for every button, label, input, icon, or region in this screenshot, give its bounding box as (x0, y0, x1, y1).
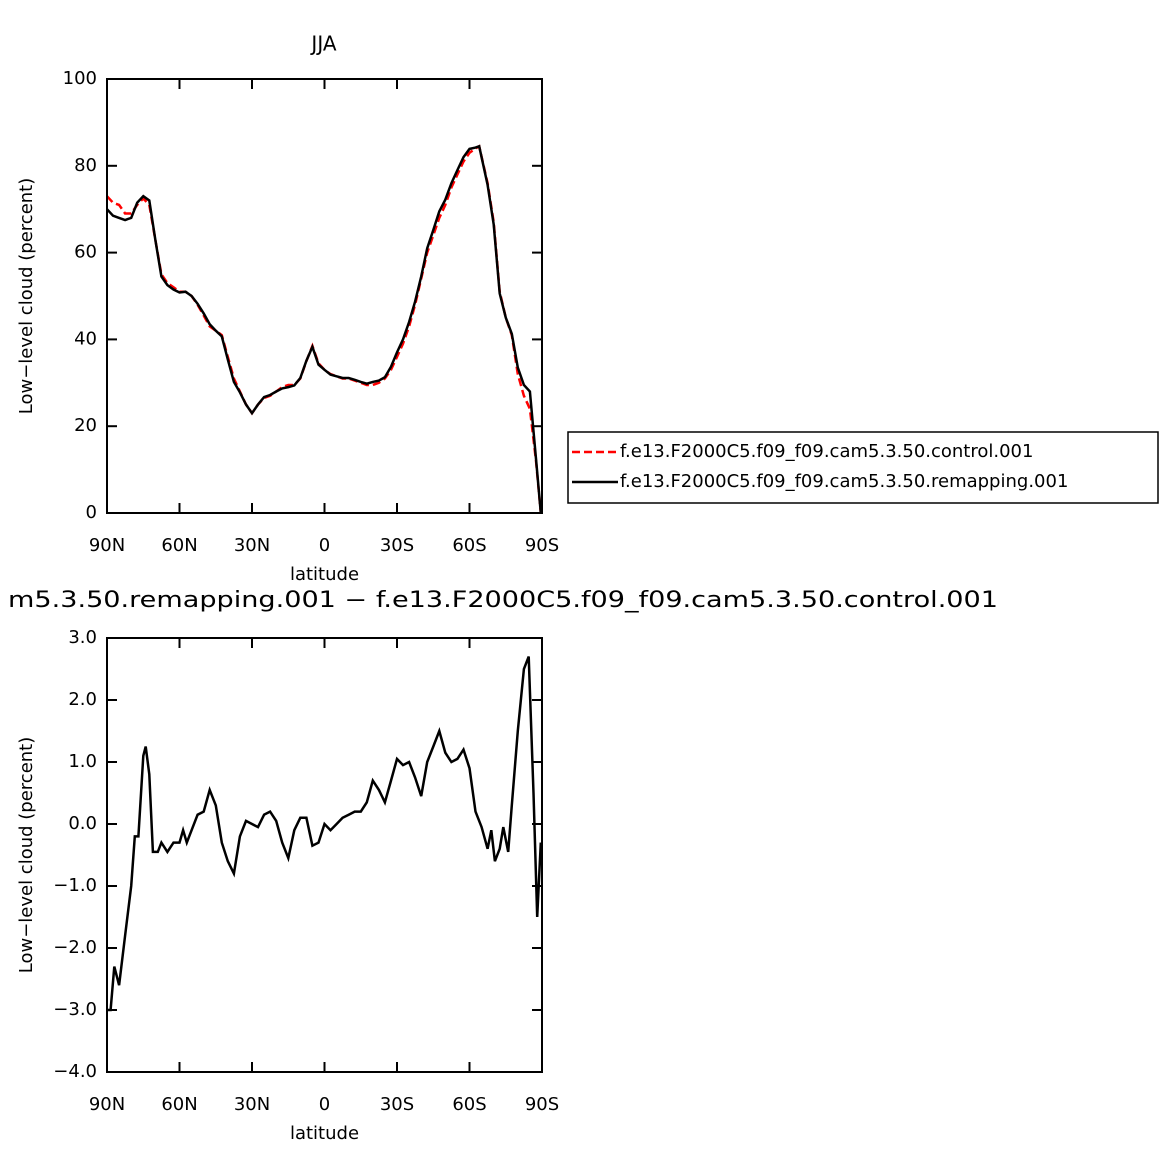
y-tick-label: 40 (74, 328, 97, 349)
y-axis-label: Low−level cloud (percent) (16, 737, 37, 974)
x-tick-label: 60S (452, 1094, 486, 1115)
series-line (106, 144, 543, 514)
chart-title: JJA (309, 32, 336, 56)
y-tick-label: 0.0 (68, 813, 97, 834)
x-tick-label: 90N (89, 535, 125, 556)
y-tick-label: 80 (74, 155, 97, 176)
series-line (106, 144, 543, 514)
x-tick-label: 30N (234, 535, 270, 556)
legend-box (567, 431, 1159, 504)
y-tick-label: 0 (86, 502, 97, 523)
x-tick-label: 60N (161, 1094, 197, 1115)
legend-label: f.e13.F2000C5.f09_f09.cam5.3.50.remappin… (620, 471, 1068, 492)
y-tick-label: 20 (74, 415, 97, 436)
x-tick-label: 90S (525, 535, 559, 556)
x-tick-label: 30N (234, 1094, 270, 1115)
x-tick-label: 90N (89, 1094, 125, 1115)
y-tick-label: 3.0 (68, 627, 97, 648)
x-tick-label: 30S (380, 1094, 414, 1115)
y-tick-label: −1.0 (53, 875, 97, 896)
y-tick-label: −2.0 (53, 937, 97, 958)
y-tick-label: −3.0 (53, 999, 97, 1020)
plot-frame (106, 637, 543, 1073)
y-tick-label: 60 (74, 242, 97, 263)
x-tick-label: 60S (452, 535, 486, 556)
y-tick-label: 2.0 (68, 689, 97, 710)
y-tick-label: 1.0 (68, 751, 97, 772)
x-tick-label: 0 (319, 1094, 330, 1115)
chart-title: m5.3.50.remapping.001 − f.e13.F2000C5.f0… (8, 588, 998, 613)
plot-frame (106, 78, 543, 514)
x-axis-label: latitude (290, 564, 359, 585)
x-tick-label: 0 (319, 535, 330, 556)
x-axis-label: latitude (290, 1123, 359, 1144)
y-axis-label: Low−level cloud (percent) (16, 178, 37, 415)
x-tick-label: 90S (525, 1094, 559, 1115)
x-tick-label: 30S (380, 535, 414, 556)
y-tick-label: 100 (63, 68, 97, 89)
y-tick-label: −4.0 (53, 1061, 97, 1082)
legend-label: f.e13.F2000C5.f09_f09.cam5.3.50.control.… (620, 441, 1033, 462)
x-tick-label: 60N (161, 535, 197, 556)
series-line (107, 656, 543, 1012)
